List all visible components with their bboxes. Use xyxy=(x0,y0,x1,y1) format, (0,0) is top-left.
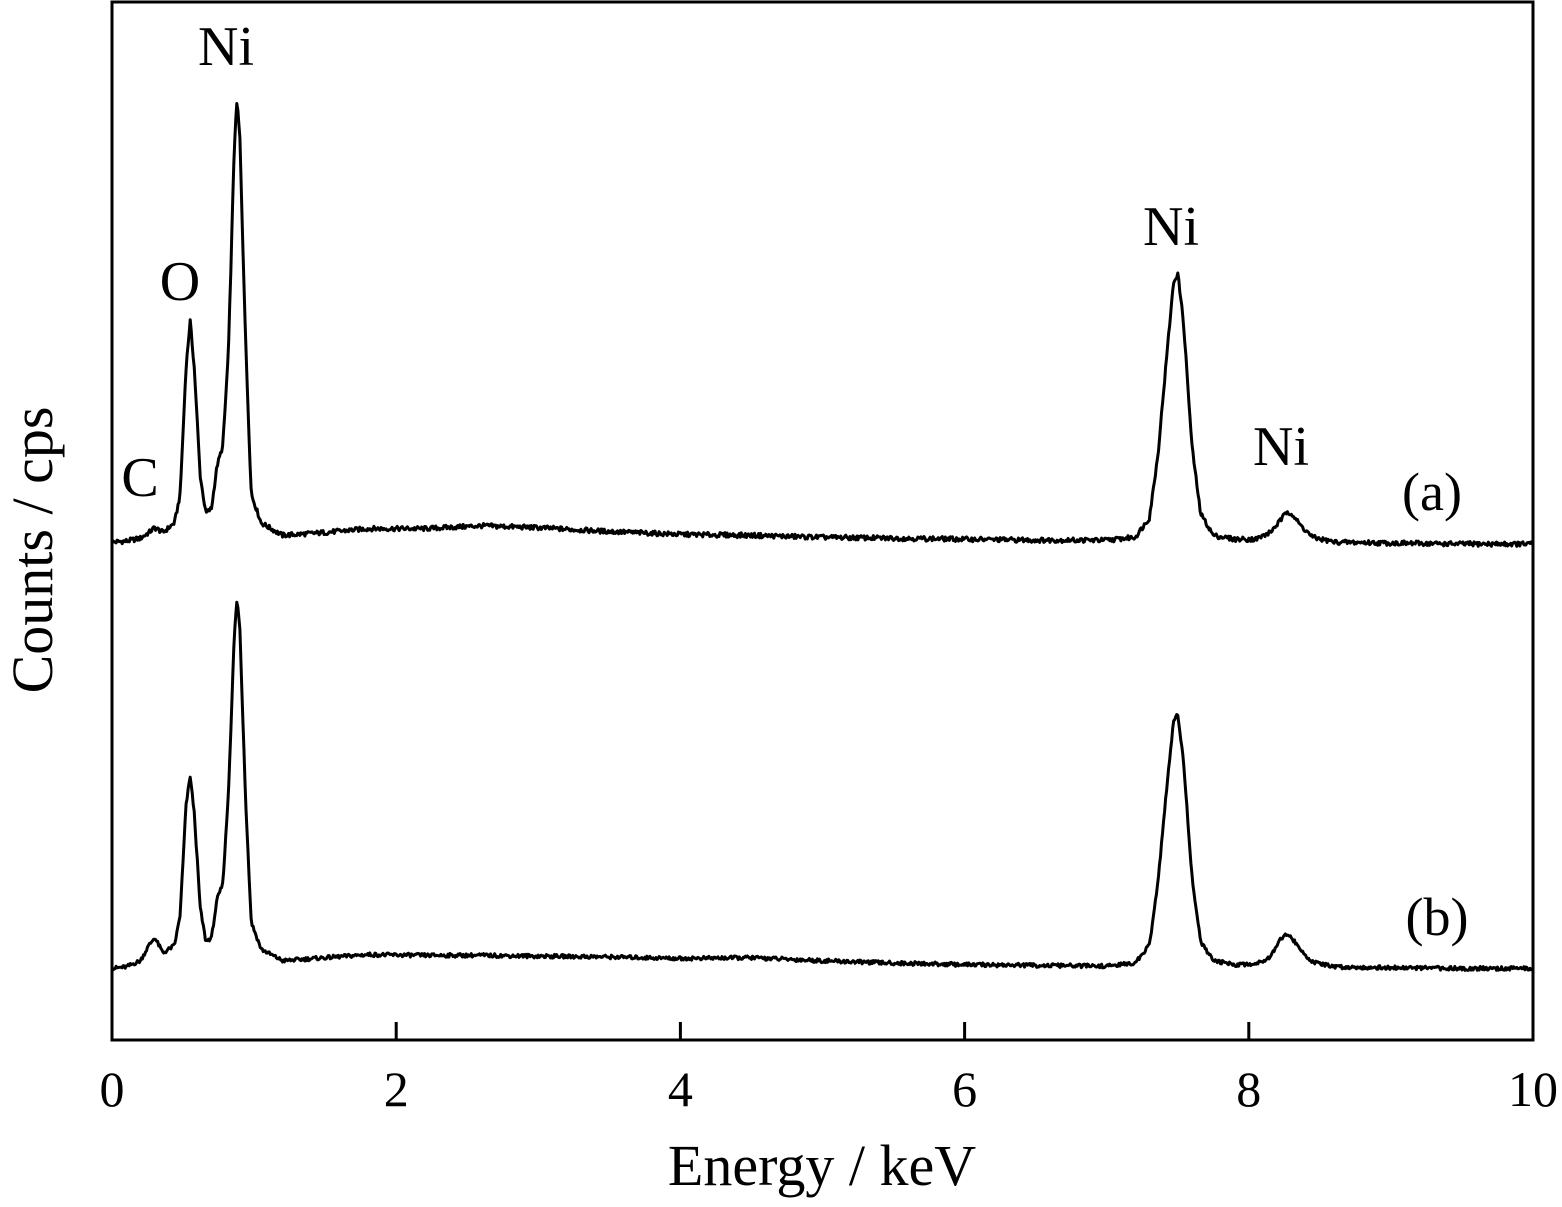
y-axis-label: Counts / cps xyxy=(0,407,65,694)
peak-label-ni-2: Ni xyxy=(198,16,254,78)
series-label-a: (a) xyxy=(1402,462,1462,522)
series-label-b: (b) xyxy=(1406,887,1469,947)
x-tick-label-1: 2 xyxy=(384,1061,409,1117)
trace-a xyxy=(110,102,1535,548)
x-tick-label-4: 8 xyxy=(1236,1061,1261,1117)
x-axis-label: Energy / keV xyxy=(668,1133,976,1198)
x-tick-label-2: 4 xyxy=(668,1061,693,1117)
series-labels: (a) (b) xyxy=(1402,462,1468,947)
x-tick-label-5: 10 xyxy=(1508,1061,1558,1117)
x-tick-label-0: 0 xyxy=(100,1061,125,1117)
peak-label-ni-4: Ni xyxy=(1253,416,1309,478)
x-axis-ticks xyxy=(110,1022,1535,1040)
spectrum-traces xyxy=(110,102,1535,972)
x-tick-label-3: 6 xyxy=(952,1061,977,1117)
peak-label-ni-3: Ni xyxy=(1143,196,1199,258)
peak-label-o-1: O xyxy=(160,251,200,313)
peak-label-c-0: C xyxy=(121,447,158,509)
trace-b xyxy=(111,600,1534,972)
x-axis-tick-labels: 0 2 4 6 8 10 xyxy=(100,1061,1559,1117)
plot-frame xyxy=(110,0,1535,1042)
peak-labels: C O Ni Ni Ni xyxy=(121,16,1309,509)
